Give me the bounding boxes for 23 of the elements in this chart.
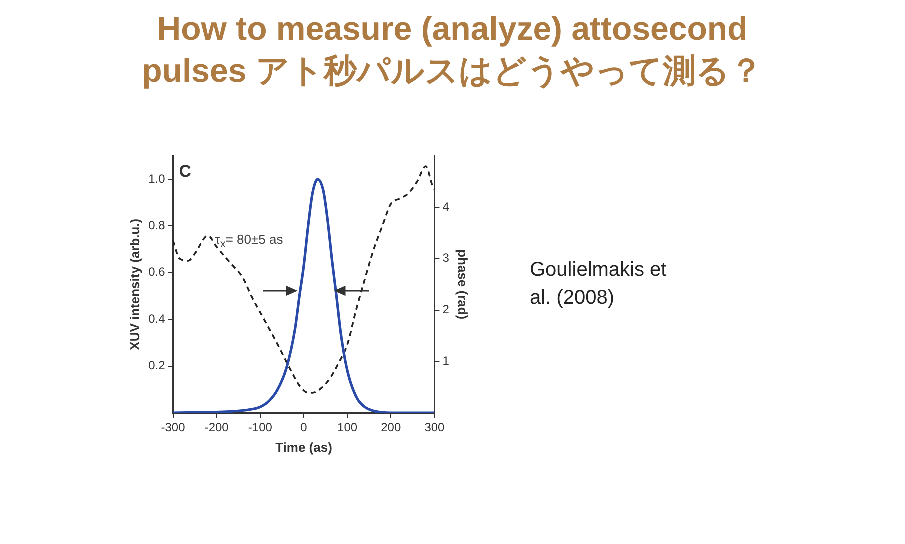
y2-tick-label: 4 — [442, 200, 450, 214]
chart-title: How to measure (analyze) attosecond pulses アト秒パルスはどうやって測る？ — [141, 9, 764, 91]
x-tick-label: -200 — [204, 420, 230, 435]
x-tick-label: 0 — [300, 420, 308, 435]
y2-axis-title: phase (rad) — [456, 250, 471, 320]
x-tick-label: 100 — [338, 420, 358, 435]
y-tick-label: 0.8 — [148, 218, 166, 233]
annotation: C — [179, 162, 192, 182]
text: Goulielmakis et al. (2008) — [530, 258, 668, 311]
y-tick-label: 1.0 — [148, 172, 166, 186]
x-tick-label: -300 — [161, 420, 186, 435]
y2-tick-label: 1 — [442, 354, 450, 368]
y-axis-title: XUV intensity (arb.u.) — [127, 218, 142, 350]
y-tick-label: 0.6 — [148, 265, 166, 280]
y2-tick-label: 3 — [442, 251, 450, 266]
annotation: τ$_{x}$= 80±5 as — [215, 232, 284, 251]
y-tick-label: 0.4 — [148, 312, 166, 326]
y-tick-label: 0.2 — [148, 358, 166, 373]
x-tick-label: -100 — [248, 420, 273, 435]
x-tick-label: 200 — [381, 420, 402, 435]
x-axis-title: Time (as) — [276, 440, 332, 455]
x-tick-label: 300 — [424, 420, 446, 435]
y2-tick-label: 2 — [442, 302, 450, 317]
